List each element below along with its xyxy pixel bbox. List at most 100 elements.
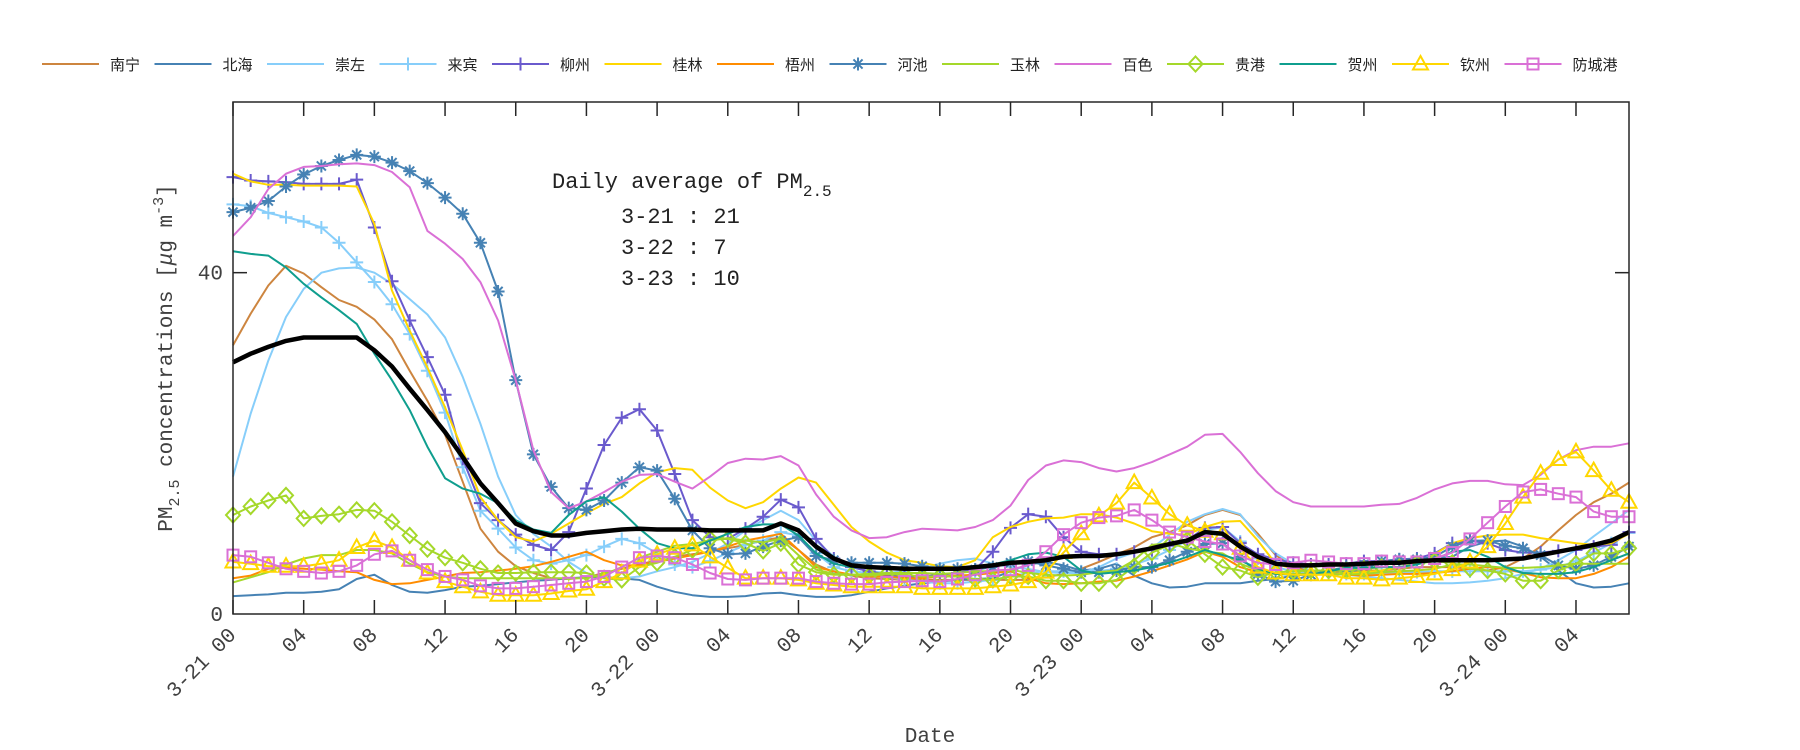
- data-point-marker: [754, 541, 772, 560]
- data-point-marker: [809, 575, 823, 589]
- data-point-marker: [738, 546, 752, 560]
- y-label-suffix: ]: [156, 184, 179, 197]
- data-point-marker: [1587, 505, 1601, 519]
- data-point-marker: [385, 156, 399, 170]
- x-tick-label: 20: [561, 625, 595, 659]
- x-tick-label: 04: [703, 625, 737, 659]
- data-point-marker: [897, 557, 911, 571]
- data-point-marker: [242, 497, 260, 516]
- data-point-marker: [277, 486, 295, 505]
- x-tick-label: 08: [773, 625, 807, 659]
- legend-label: 防城港: [1573, 56, 1618, 74]
- data-point-marker: [526, 447, 540, 461]
- x-tick-label: 04: [1127, 625, 1161, 659]
- data-point-marker: [1531, 463, 1550, 480]
- data-point-marker: [562, 576, 576, 590]
- series-line-柳州: [232, 176, 1630, 578]
- legend-marker-icon: [401, 57, 415, 71]
- x-tick-label: 3-23 00: [1012, 625, 1091, 704]
- data-point-marker: [1125, 557, 1143, 576]
- data-point-marker: [825, 565, 843, 584]
- data-point-marker: [332, 236, 346, 250]
- x-tick-label: 12: [420, 625, 454, 659]
- data-point-marker: [615, 532, 629, 546]
- legend-label: 梧州: [785, 56, 815, 74]
- data-point-marker: [1036, 562, 1056, 579]
- legend-label: 河池: [898, 56, 928, 74]
- legend-label: 崇左: [335, 56, 365, 74]
- data-point-marker: [1425, 563, 1444, 581]
- data-point-marker: [1319, 564, 1338, 582]
- legend-item-贺州: 贺州: [1279, 56, 1378, 74]
- data-point-marker: [1463, 532, 1477, 546]
- data-point-marker: [420, 176, 434, 190]
- data-point-marker: [597, 438, 611, 452]
- data-point-marker: [1074, 565, 1088, 579]
- y-axis-label: PM2.5 concentrations [μg m-3]: [151, 184, 184, 532]
- data-point-marker: [1566, 441, 1586, 459]
- data-point-marker: [350, 255, 364, 269]
- legend-item-玉林: 玉林: [942, 56, 1040, 74]
- data-point-marker: [877, 576, 897, 594]
- annotation-line-2: 3-22 : 7: [621, 236, 727, 261]
- data-point-marker: [1549, 449, 1568, 467]
- data-point-marker: [1478, 536, 1497, 554]
- data-point-marker: [365, 530, 384, 548]
- legend-marker-icon: [1411, 53, 1430, 71]
- data-point-marker: [244, 201, 258, 215]
- data-point-marker: [1039, 510, 1053, 524]
- data-point-marker: [279, 562, 293, 576]
- data-point-marker: [279, 210, 293, 224]
- data-point-marker: [297, 214, 311, 228]
- data-point-marker: [774, 571, 788, 585]
- data-point-marker: [261, 194, 275, 208]
- data-point-marker: [1551, 487, 1565, 501]
- data-point-marker: [1021, 507, 1035, 521]
- y-label-unit: g m: [156, 215, 179, 253]
- legend-item-崇左: 崇左: [267, 56, 365, 74]
- data-point-marker: [700, 546, 720, 564]
- data-point-marker: [330, 505, 348, 524]
- data-point-marker: [350, 173, 364, 187]
- y-label-middle: concentrations [: [156, 265, 179, 479]
- legend-label: 柳州: [560, 56, 590, 74]
- legend-item-南宁: 南宁: [42, 56, 140, 74]
- data-point-marker: [365, 501, 383, 520]
- data-point-marker: [809, 532, 823, 546]
- data-point-marker: [668, 492, 682, 506]
- data-point-marker: [491, 284, 505, 298]
- data-point-marker: [683, 534, 702, 552]
- x-tick-label: 12: [1268, 625, 1302, 659]
- data-point-marker: [1549, 561, 1567, 580]
- legend-label: 贺州: [1348, 56, 1378, 74]
- legend-item-百色: 百色: [1054, 56, 1153, 74]
- data-point-marker: [544, 578, 558, 592]
- data-point-marker: [438, 191, 452, 205]
- data-point-marker: [1142, 487, 1162, 505]
- data-point-marker: [367, 547, 381, 561]
- data-point-marker: [632, 402, 646, 416]
- data-point-marker: [1057, 530, 1071, 544]
- data-point-marker: [843, 565, 860, 584]
- data-point-marker: [965, 578, 985, 595]
- data-point-marker: [736, 568, 755, 585]
- data-point-marker: [244, 550, 258, 564]
- data-point-marker: [436, 548, 454, 567]
- data-point-marker: [738, 573, 752, 587]
- data-point-marker: [685, 558, 699, 572]
- series-柳州: [226, 170, 1636, 583]
- x-tick-label: 16: [1339, 625, 1373, 659]
- data-point-marker: [312, 506, 330, 525]
- data-point-marker: [1585, 544, 1603, 563]
- legend-item-梧州: 梧州: [717, 56, 815, 74]
- data-point-marker: [951, 572, 965, 586]
- x-tick-label: 12: [844, 625, 878, 659]
- data-point-marker: [1532, 571, 1550, 590]
- x-tick-label: 20: [985, 625, 1019, 659]
- data-point-marker: [1443, 559, 1462, 577]
- data-point-marker: [1039, 545, 1053, 559]
- data-point-marker: [915, 559, 929, 573]
- data-point-marker: [737, 534, 754, 553]
- data-point-marker: [473, 579, 487, 593]
